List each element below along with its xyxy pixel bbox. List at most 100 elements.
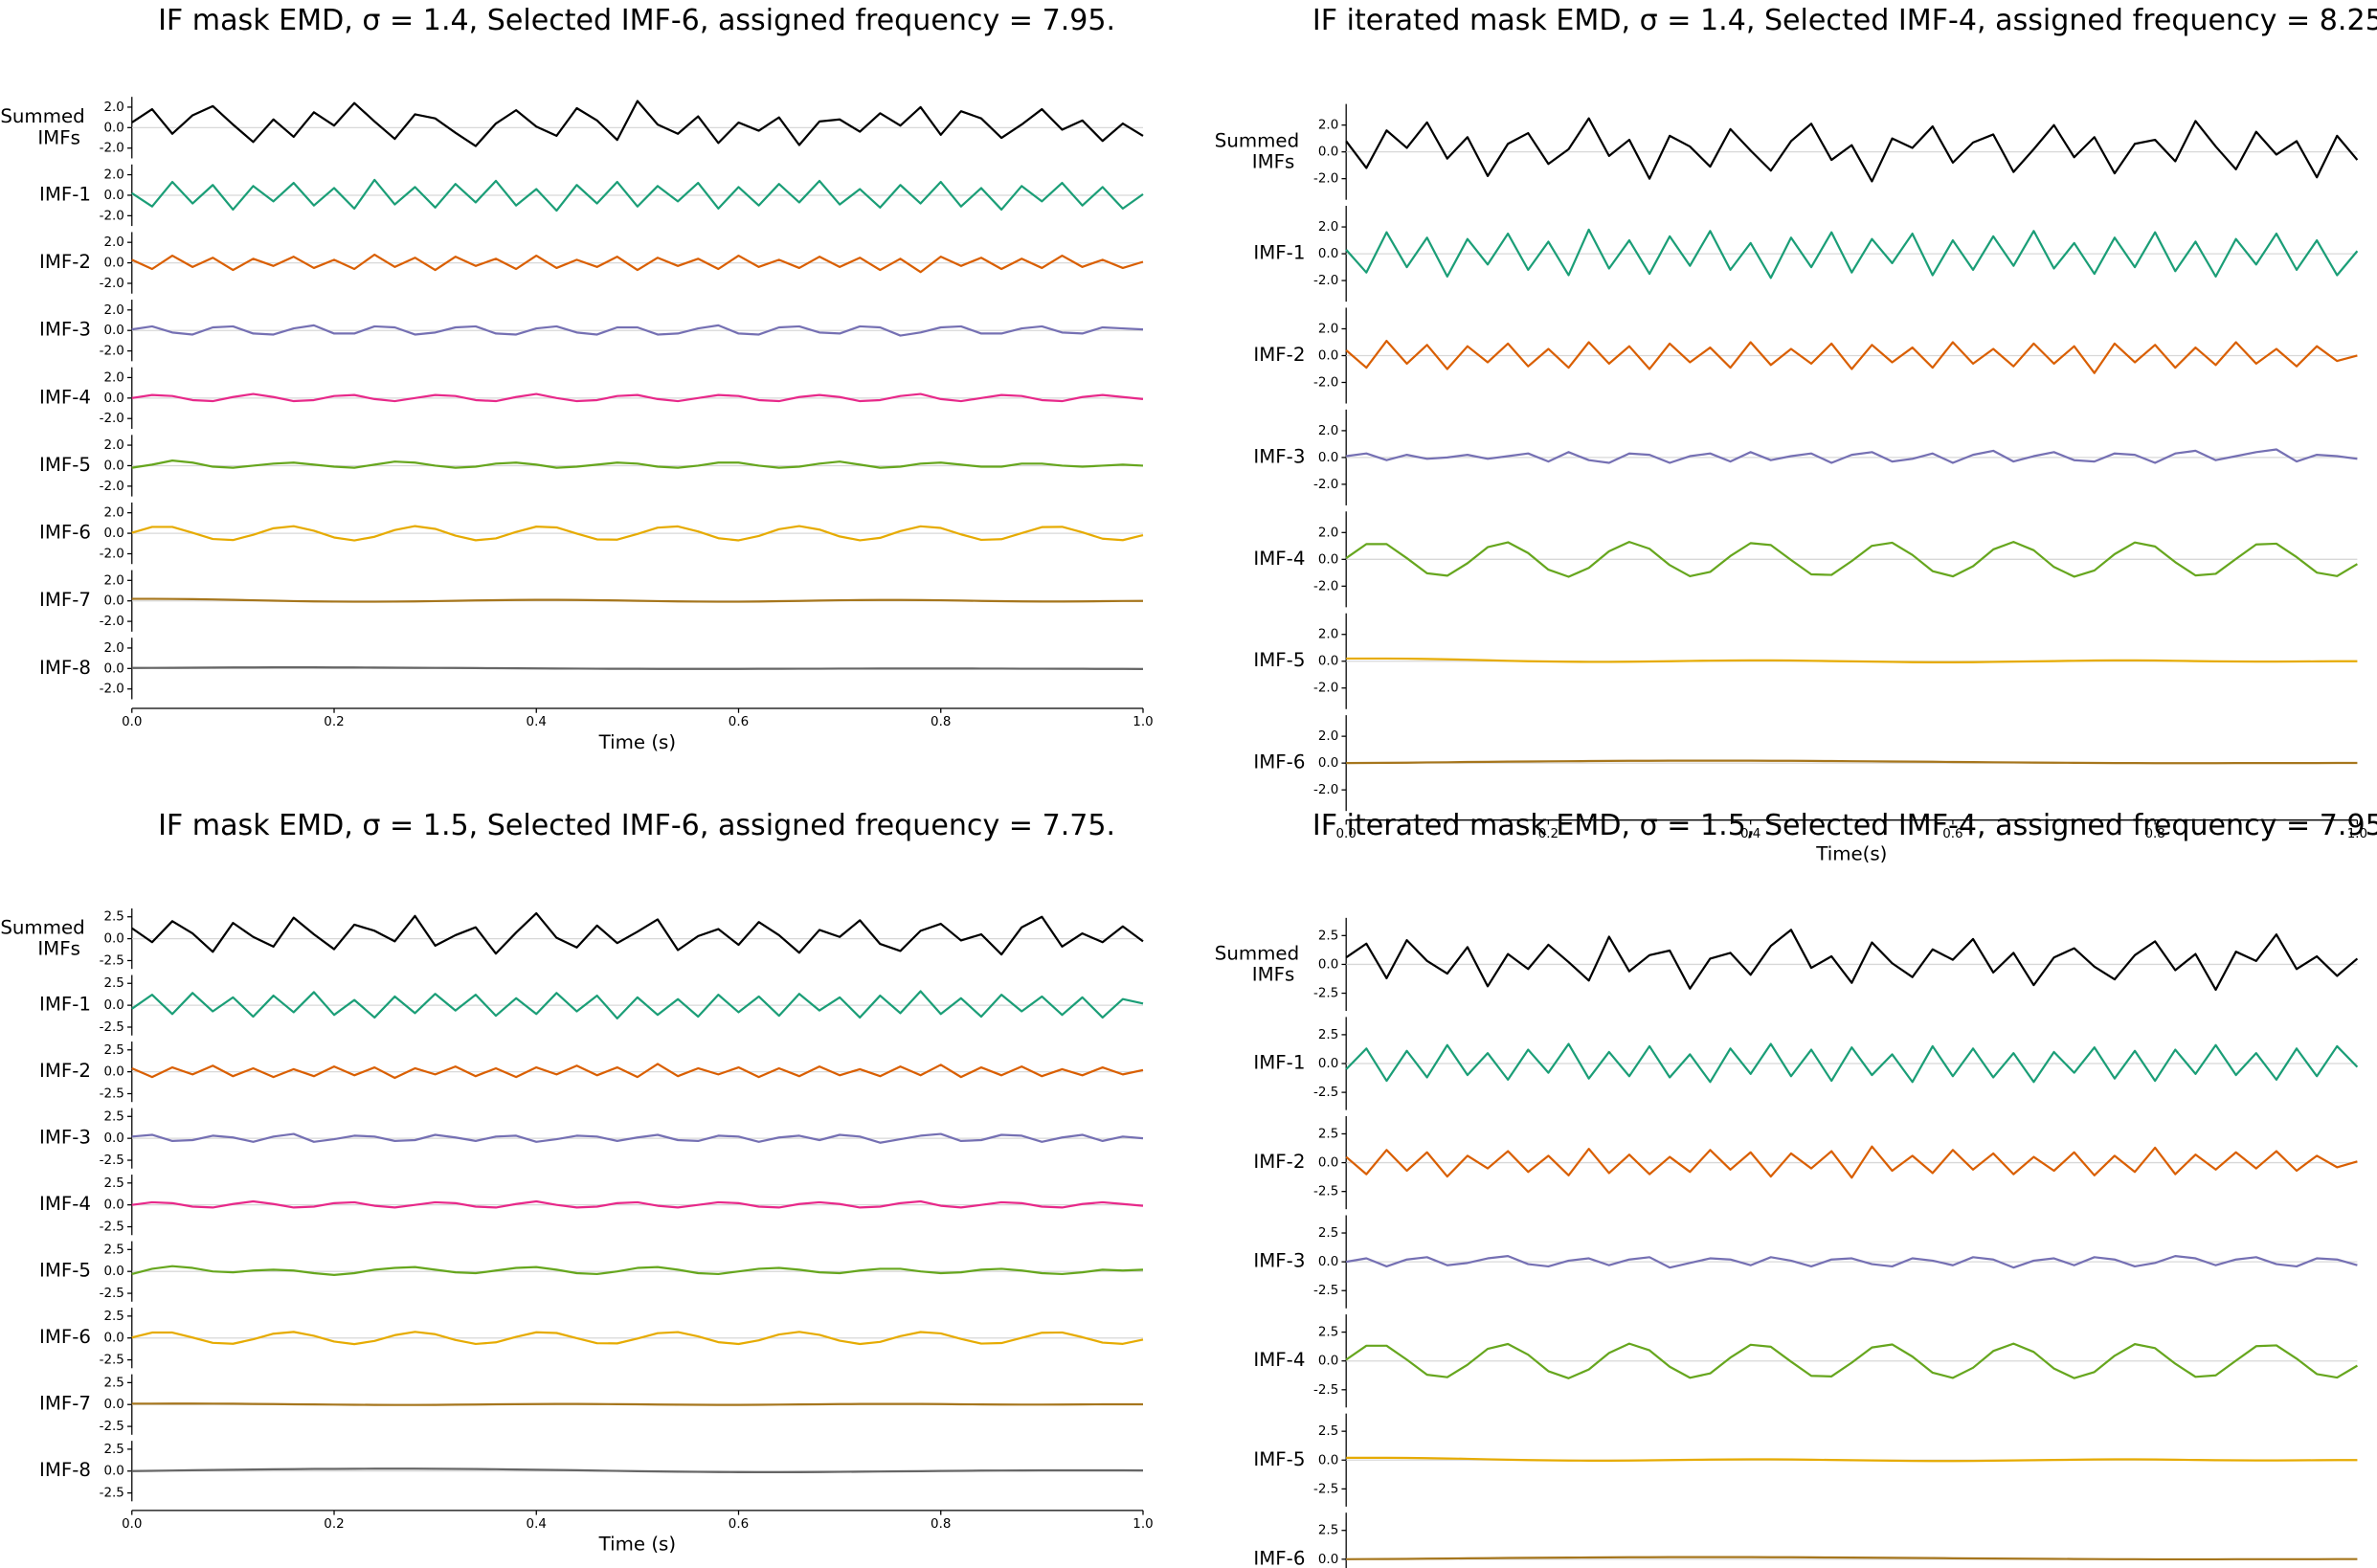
y-tick-label: 0.0 xyxy=(1318,146,1338,160)
series-label: IMF-6 xyxy=(39,522,91,544)
y-tick-label: -2.0 xyxy=(100,277,124,291)
imf-line xyxy=(131,597,1143,603)
imf-line xyxy=(131,392,1144,403)
imf-line xyxy=(131,990,1144,1019)
y-tick-label: 0.0 xyxy=(103,998,123,1013)
series-label: IMF-6 xyxy=(1253,751,1305,773)
imf-line xyxy=(131,1063,1144,1080)
x-tick-label: 0.0 xyxy=(122,715,142,729)
imf-line xyxy=(1346,1456,2358,1463)
imf-line xyxy=(131,1467,1143,1474)
y-tick-label: 2.5 xyxy=(103,1176,123,1191)
x-tick-label: 1.0 xyxy=(1132,715,1153,729)
y-tick-label: 2.0 xyxy=(1318,628,1338,642)
imf-line xyxy=(1345,339,2358,374)
y-tick-label: 2.5 xyxy=(103,1310,123,1324)
y-tick-label: 2.0 xyxy=(103,235,123,250)
series-label: IMF-7 xyxy=(39,1393,91,1415)
series-label: IMF-4 xyxy=(1253,548,1305,570)
series-label: IMF-8 xyxy=(39,657,91,679)
series-label: IMF-2 xyxy=(1253,344,1305,366)
y-tick-label: 2.0 xyxy=(103,168,123,183)
y-tick-label: 0.0 xyxy=(103,661,123,676)
y-tick-label: 2.5 xyxy=(1318,1127,1338,1141)
series-label: IMF-6 xyxy=(1253,1547,1305,1568)
y-tick-label: -2.0 xyxy=(100,615,124,629)
y-tick-label: -2.5 xyxy=(100,1287,124,1301)
y-tick-label: 0.0 xyxy=(103,324,123,338)
series-label: IMF-4 xyxy=(1253,1349,1305,1371)
y-tick-label: 0.0 xyxy=(103,1332,123,1346)
y-tick-label: -2.5 xyxy=(100,1087,124,1102)
x-tick-label: 0.0 xyxy=(122,1517,142,1532)
y-tick-label: -2.5 xyxy=(100,1487,124,1501)
imf-line xyxy=(1346,1556,2358,1561)
y-tick-label: 2.5 xyxy=(103,1376,123,1390)
series-label: Summed IMFs xyxy=(1215,942,1306,985)
y-tick-label: -2.0 xyxy=(100,142,124,156)
y-tick-label: 0.0 xyxy=(103,526,123,541)
x-tick-label: 0.8 xyxy=(2144,827,2164,841)
y-tick-label: 0.0 xyxy=(1318,1057,1338,1071)
y-tick-label: 0.0 xyxy=(103,1265,123,1279)
y-tick-label: -2.0 xyxy=(100,412,124,426)
series-label: Summed IMFs xyxy=(0,105,91,148)
y-tick-label: 0.0 xyxy=(103,932,123,947)
y-tick-label: 0.0 xyxy=(1318,348,1338,363)
imf-line xyxy=(131,253,1144,274)
x-tick-label: 0.4 xyxy=(527,1517,547,1532)
y-tick-label: 2.5 xyxy=(1318,1226,1338,1241)
imf-line xyxy=(131,1265,1144,1276)
imf-line xyxy=(131,1199,1144,1209)
x-tick-label: 1.0 xyxy=(1132,1517,1153,1532)
y-tick-label: 2.0 xyxy=(1318,220,1338,235)
imf-line xyxy=(1346,448,2358,464)
y-tick-label: -2.5 xyxy=(1313,1383,1338,1398)
series-label: IMF-1 xyxy=(1253,1052,1305,1074)
series-label: IMF-2 xyxy=(39,251,91,273)
series-label: Summed IMFs xyxy=(0,916,91,959)
series-label: IMF-3 xyxy=(39,1127,91,1149)
series-label: IMF-1 xyxy=(1253,242,1305,264)
x-tick-label: 0.4 xyxy=(527,715,547,729)
y-tick-label: -2.0 xyxy=(100,209,124,223)
series-label: IMF-3 xyxy=(39,319,91,341)
y-tick-label: -2.5 xyxy=(1313,1086,1338,1100)
y-tick-label: 2.0 xyxy=(1318,526,1338,540)
x-tick-label: 0.8 xyxy=(931,1517,951,1532)
imf-line xyxy=(1345,1342,2358,1379)
x-tick-label: 0.6 xyxy=(729,715,749,729)
y-tick-label: -2.0 xyxy=(1313,172,1338,187)
y-tick-label: 2.0 xyxy=(103,438,123,453)
x-axis-label: Time (s) xyxy=(598,731,676,753)
y-tick-label: -2.5 xyxy=(100,953,124,968)
imf-line xyxy=(131,178,1144,213)
y-tick-label: -2.5 xyxy=(100,1420,124,1434)
x-tick-label: 0.6 xyxy=(1942,827,1962,841)
imf-line xyxy=(131,666,1143,670)
x-tick-label: 0.2 xyxy=(1538,827,1559,841)
y-tick-label: 0.0 xyxy=(103,121,123,135)
y-tick-label: 0.0 xyxy=(1318,451,1338,465)
y-tick-label: 2.0 xyxy=(103,641,123,656)
x-tick-label: 0.8 xyxy=(931,715,951,729)
y-tick-label: 0.0 xyxy=(103,392,123,406)
x-tick-label: 0.4 xyxy=(1740,827,1760,841)
imf-line xyxy=(1345,228,2359,280)
series-label: IMF-2 xyxy=(39,1060,91,1082)
series-label: IMF-5 xyxy=(39,1260,91,1282)
y-tick-label: -2.5 xyxy=(100,1154,124,1168)
chart-title: IF mask EMD, σ = 1.4, Selected IMF-6, as… xyxy=(158,4,1115,37)
imf-line xyxy=(131,1402,1143,1406)
imf-line xyxy=(131,525,1144,542)
series-label: IMF-4 xyxy=(39,1193,91,1215)
imf-line xyxy=(1345,541,2358,578)
series-label: IMF-8 xyxy=(39,1459,91,1481)
y-tick-label: 2.5 xyxy=(103,1443,123,1457)
y-tick-label: -2.0 xyxy=(1313,478,1338,492)
y-tick-label: -2.0 xyxy=(1313,274,1338,288)
y-tick-label: -2.0 xyxy=(1313,375,1338,390)
x-tick-label: 1.0 xyxy=(2347,827,2367,841)
